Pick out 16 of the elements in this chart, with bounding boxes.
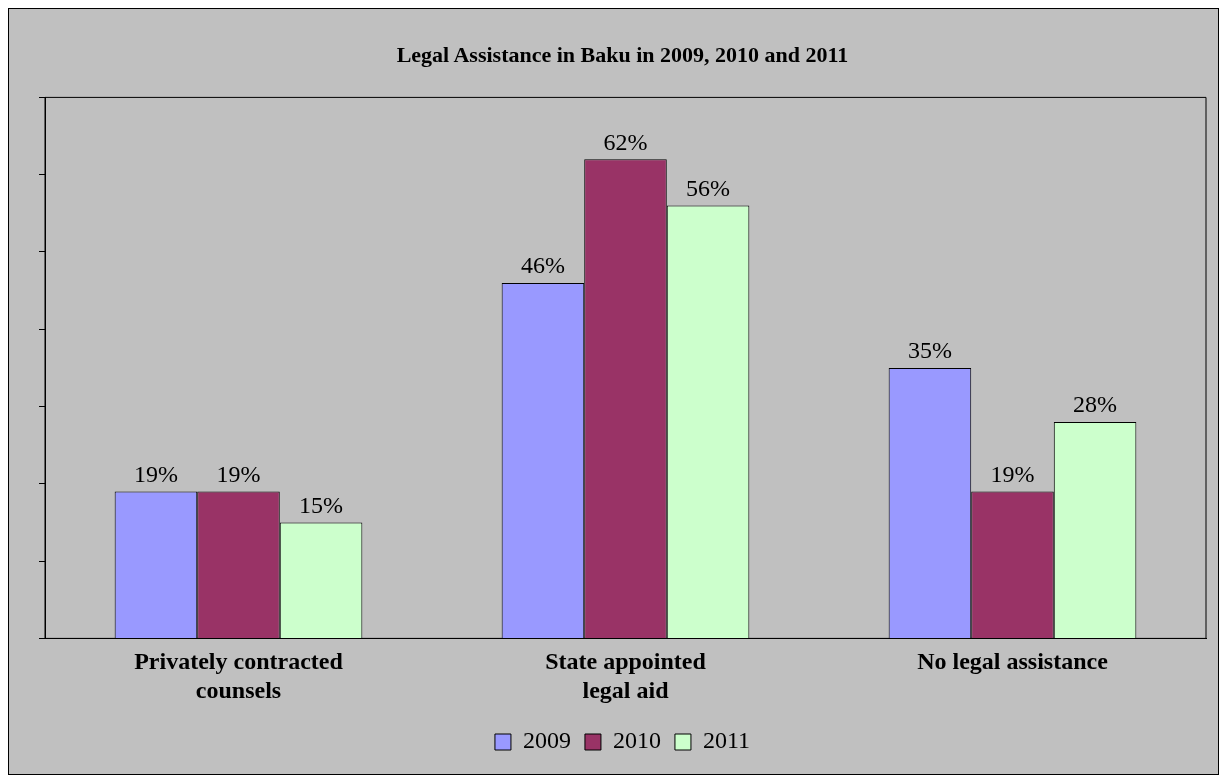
- data-label: 56%: [686, 174, 731, 201]
- data-label: 28%: [1073, 391, 1118, 418]
- legend-label: 2010: [612, 727, 661, 754]
- x-tick-label: Privately contracted counsels: [134, 648, 344, 703]
- legend-label: 2009: [522, 727, 571, 754]
- data-label: 15%: [299, 491, 344, 518]
- data-label: 35%: [907, 337, 952, 364]
- x-tick-label: State appointed legal aid: [545, 648, 707, 703]
- data-label: 19%: [990, 460, 1035, 487]
- chart-title: Legal Assistance in Baku in 2009, 2010 and 2011: [396, 41, 849, 67]
- legend-label: 2011: [702, 727, 751, 754]
- data-label: 62%: [603, 128, 648, 155]
- data-label: 19%: [133, 460, 178, 487]
- data-label: 19%: [216, 460, 261, 487]
- x-tick-label: No legal assistance: [917, 648, 1109, 674]
- data-label: 46%: [520, 252, 565, 279]
